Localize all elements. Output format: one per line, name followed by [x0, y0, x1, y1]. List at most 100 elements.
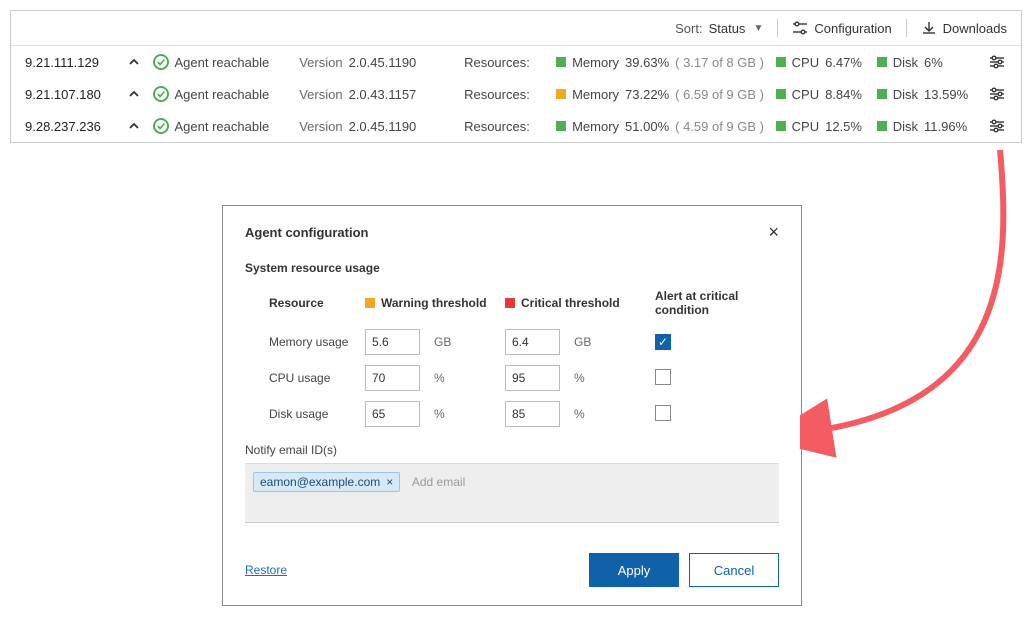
threshold-row: CPU usage%%	[245, 365, 779, 391]
email-box[interactable]: eamon@example.com× Add email	[245, 463, 779, 523]
warning-unit: GB	[434, 335, 464, 349]
warning-input[interactable]	[365, 401, 420, 427]
alert-checkbox[interactable]: ✓	[655, 334, 671, 350]
downloads-link[interactable]: Downloads	[921, 20, 1007, 36]
cpu-swatch-icon	[776, 89, 786, 99]
dialog-header: Agent configuration ×	[245, 222, 779, 243]
close-icon[interactable]: ×	[768, 222, 779, 243]
chevron-up-icon	[128, 88, 140, 100]
disk-metric: Disk6%	[877, 55, 977, 70]
agent-status-text: Agent reachable	[175, 119, 270, 134]
agent-status-text: Agent reachable	[175, 87, 270, 102]
agent-ip: 9.21.111.129	[25, 55, 116, 70]
email-section-label: Notify email ID(s)	[245, 443, 779, 457]
downloads-label: Downloads	[943, 21, 1007, 36]
section-title: System resource usage	[245, 261, 779, 275]
disk-swatch-icon	[877, 57, 887, 67]
critical-input[interactable]	[505, 401, 560, 427]
warning-unit: %	[434, 371, 464, 385]
resources-label: Resources:	[464, 87, 546, 102]
memory-swatch-icon	[556, 121, 566, 131]
apply-button[interactable]: Apply	[589, 553, 679, 587]
cpu-metric: CPU8.84%	[776, 87, 867, 102]
annotation-arrow	[800, 140, 1020, 460]
expand-toggle[interactable]	[126, 88, 142, 100]
cpu-swatch-icon	[776, 121, 786, 131]
sort-label: Sort:	[675, 21, 702, 36]
critical-swatch-icon	[505, 298, 515, 308]
critical-input[interactable]	[505, 365, 560, 391]
critical-unit: %	[574, 407, 604, 421]
disk-swatch-icon	[877, 89, 887, 99]
header-warning-label: Warning threshold	[381, 296, 487, 310]
agent-status: Agent reachable	[153, 54, 290, 70]
agent-version: Version2.0.43.1157	[299, 87, 454, 102]
download-icon	[921, 20, 937, 36]
agent-ip: 9.21.107.180	[25, 87, 116, 102]
sort-value: Status	[709, 21, 746, 36]
cpu-metric: CPU6.47%	[776, 55, 867, 70]
configuration-link[interactable]: Configuration	[792, 20, 891, 36]
chip-remove-icon[interactable]: ×	[386, 475, 393, 489]
cpu-metric: CPU12.5%	[776, 119, 867, 134]
dialog-title: Agent configuration	[245, 225, 369, 240]
agent-ip: 9.28.237.236	[25, 119, 116, 134]
warning-input[interactable]	[365, 329, 420, 355]
expand-toggle[interactable]	[126, 56, 142, 68]
toolbar-divider	[777, 19, 778, 37]
sort-control[interactable]: Sort: Status ▼	[675, 21, 763, 36]
header-critical-label: Critical threshold	[521, 296, 620, 310]
email-chip[interactable]: eamon@example.com ×	[253, 472, 400, 492]
resources-label: Resources:	[464, 55, 546, 70]
agent-status: Agent reachable	[153, 86, 290, 102]
cancel-button[interactable]: Cancel	[689, 553, 779, 587]
threshold-resource-name: Disk usage	[245, 407, 365, 421]
header-resource: Resource	[245, 296, 365, 310]
configuration-label: Configuration	[814, 21, 891, 36]
agent-row: 9.21.111.129 Agent reachable Version2.0.45…	[11, 46, 1021, 78]
sliders-icon	[792, 20, 808, 36]
critical-unit: GB	[574, 335, 604, 349]
agent-row: 9.28.237.236 Agent reachable Version2.0.45…	[11, 110, 1021, 142]
agent-status-text: Agent reachable	[175, 55, 270, 70]
header-warning: Warning threshold	[365, 296, 505, 310]
agents-panel: Sort: Status ▼ Configuration Downloads 9…	[10, 10, 1022, 143]
alert-checkbox[interactable]	[655, 369, 671, 385]
alert-checkbox[interactable]	[655, 405, 671, 421]
status-ok-icon	[153, 118, 169, 134]
thresholds-header-row: Resource Warning threshold Critical thre…	[245, 289, 779, 317]
agent-settings-button[interactable]	[987, 54, 1007, 70]
dialog-footer: Restore Apply Cancel	[245, 553, 779, 587]
threshold-row: Memory usage GB GB ✓	[245, 329, 779, 355]
disk-swatch-icon	[877, 121, 887, 131]
memory-swatch-icon	[556, 57, 566, 67]
status-ok-icon	[153, 54, 169, 70]
chevron-up-icon	[128, 120, 140, 132]
toolbar-divider	[906, 19, 907, 37]
memory-metric: Memory73.22%( 6.59 of 9 GB )	[556, 87, 766, 102]
critical-input[interactable]	[505, 329, 560, 355]
chevron-up-icon	[128, 56, 140, 68]
threshold-resource-name: CPU usage	[245, 371, 365, 385]
agent-settings-button[interactable]	[987, 118, 1007, 134]
threshold-resource-name: Memory usage	[245, 335, 365, 349]
restore-link[interactable]: Restore	[245, 563, 287, 577]
warning-swatch-icon	[365, 298, 375, 308]
disk-metric: Disk13.59%	[877, 87, 977, 102]
agents-toolbar: Sort: Status ▼ Configuration Downloads	[11, 11, 1021, 46]
warning-unit: %	[434, 407, 464, 421]
memory-swatch-icon	[556, 89, 566, 99]
sort-caret-icon: ▼	[753, 23, 763, 34]
agent-version: Version2.0.45.1190	[299, 119, 454, 134]
email-chip-text: eamon@example.com	[260, 475, 380, 489]
cpu-swatch-icon	[776, 57, 786, 67]
agent-config-dialog: Agent configuration × System resource us…	[222, 205, 802, 606]
warning-input[interactable]	[365, 365, 420, 391]
agent-settings-button[interactable]	[987, 86, 1007, 102]
header-alert: Alert at critical condition	[655, 289, 779, 317]
memory-metric: Memory39.63%( 3.17 of 8 GB )	[556, 55, 766, 70]
expand-toggle[interactable]	[126, 120, 142, 132]
status-ok-icon	[153, 86, 169, 102]
agent-version: Version2.0.45.1190	[299, 55, 454, 70]
header-critical: Critical threshold	[505, 296, 655, 310]
